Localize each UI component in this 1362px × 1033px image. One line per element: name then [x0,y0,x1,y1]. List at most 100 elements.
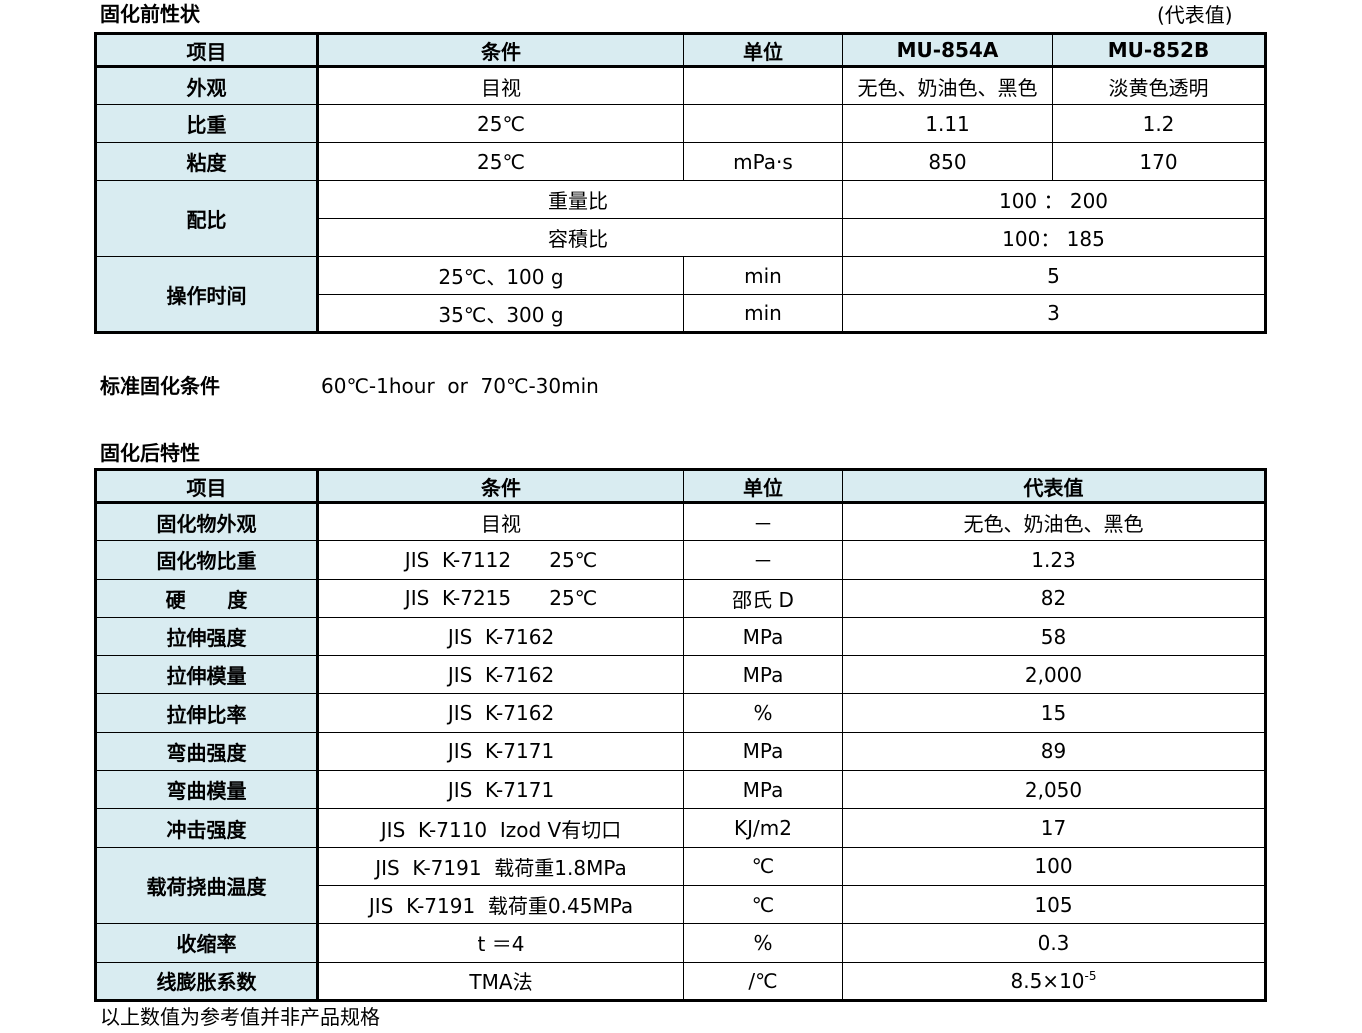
condition-cell: JIS K-7110 Izod V有切口 [317,808,684,848]
table-row: 外观 目视 无色、奶油色、黑色 淡黄色透明 [95,66,1266,105]
condition-cell: t ＝4 [317,923,684,963]
row-label: 粘度 [95,142,319,181]
value-cell: 58 [842,616,1266,657]
table-row: 收缩率 t ＝4 % 0.3 [95,923,1266,963]
unit-cell: ℃ [683,884,843,925]
unit-cell: % [683,923,843,963]
row-label: 收缩率 [95,923,319,963]
condition-cell: 25℃ [317,104,684,143]
value-cell: 1.23 [842,540,1266,580]
value-cell: 5 [842,256,1266,295]
row-label: 载荷挠曲温度 [95,846,319,925]
after-cure-table: 项目 条件 单位 代表值 固化物外观 目视 － 无色、奶油色、黑色 固化物比重 … [94,468,1267,1002]
value-cell: 82 [842,578,1266,618]
value-a-cell: 无色、奶油色、黑色 [842,66,1053,105]
header-unit: 单位 [683,33,843,68]
unit-cell: － [683,501,843,542]
table-row: 比重 25℃ 1.11 1.2 [95,104,1266,143]
table-row: 粘度 25℃ mPa·s 850 170 [95,142,1266,181]
value-a-cell: 850 [842,142,1053,181]
mix-volume-value: 100： 185 [842,218,1266,257]
condition-cell: JIS K-7112 25℃ [317,540,684,580]
table-row: 拉伸模量 JIS K-7162 MPa 2,000 [95,655,1266,695]
table-row: 拉伸比率 JIS K-7162 % 15 [95,693,1266,733]
value-b-cell: 170 [1052,142,1266,181]
condition-cell: 目视 [317,501,684,542]
mix-weight-value: 100 ： 200 [842,180,1266,219]
cure-condition-label: 标准固化条件 [100,374,220,398]
mix-weight-label: 重量比 [317,180,843,219]
table-row: 弯曲模量 JIS K-7171 MPa 2,050 [95,770,1266,810]
unit-cell: min [683,256,843,295]
header-condition: 条件 [317,469,684,504]
value-cell: 3 [842,294,1266,333]
after-cure-title: 固化后特性 [100,441,200,465]
value-cell: 0.3 [842,923,1266,963]
value-cell: 89 [842,731,1266,772]
cte-value-exponent: -5 [1084,968,1097,983]
unit-cell: % [683,693,843,733]
header-unit: 单位 [683,469,843,504]
condition-cell: JIS K-7191 载荷重1.8MPa [317,846,684,886]
unit-cell: ℃ [683,846,843,886]
value-cell: 2,000 [842,655,1266,695]
unit-cell: MPa [683,731,843,772]
value-cell: 无色、奶油色、黑色 [842,501,1266,542]
header-value: 代表值 [842,469,1266,504]
row-label: 拉伸模量 [95,655,319,695]
footnote: 以上数值为参考值并非产品规格 [100,1005,380,1029]
condition-cell: 目视 [317,66,684,105]
representative-note: (代表值) [1157,3,1233,27]
condition-cell: JIS K-7162 [317,616,684,657]
value-cell: 2,050 [842,770,1266,810]
table-row: 载荷挠曲温度 JIS K-7191 载荷重1.8MPa ℃ 100 [95,846,1266,925]
before-cure-table: 项目 条件 单位 MU-854A MU-852B 外观 目视 无色、奶油色、黑色… [94,32,1267,334]
table-row: 操作时间 25℃、100 g min 5 [95,256,1266,333]
unit-cell [683,66,843,105]
value-b-cell: 淡黄色透明 [1052,66,1266,105]
value-cell: 105 [842,884,1266,925]
row-label: 操作时间 [95,256,319,333]
unit-cell: － [683,540,843,580]
table-row: 拉伸强度 JIS K-7162 MPa 58 [95,616,1266,657]
unit-cell: /℃ [683,961,843,1001]
condition-cell: JIS K-7215 25℃ [317,578,684,618]
unit-cell: MPa [683,770,843,810]
table-row: 固化物比重 JIS K-7112 25℃ － 1.23 [95,540,1266,580]
unit-cell: mPa·s [683,142,843,181]
table-row: 35℃、300 g min 3 [96,294,1266,333]
unit-cell: MPa [683,655,843,695]
value-cell: 15 [842,693,1266,733]
table-row: 固化物外观 目视 － 无色、奶油色、黑色 [95,501,1266,542]
row-label: 线膨胀系数 [95,961,319,1001]
header-mu852b: MU-852B [1052,33,1266,68]
unit-cell [683,104,843,143]
cte-value-base: 8.5×10 [1010,968,1085,993]
cure-condition-value: 60℃-1hour or 70℃-30min [321,374,599,398]
table-row: 线膨胀系数 TMA法 /℃ 8.5×10-5 [95,961,1266,1001]
table-header-row: 项目 条件 单位 代表值 [95,469,1266,504]
row-label: 固化物比重 [95,540,319,580]
condition-cell: 25℃、100 g [317,256,684,295]
header-condition: 条件 [317,33,684,68]
row-label: 冲击强度 [95,808,319,848]
row-label: 外观 [95,66,319,105]
row-label: 弯曲强度 [95,731,319,772]
row-label: 拉伸比率 [95,693,319,733]
header-mu854a: MU-854A [842,33,1053,68]
row-label: 比重 [95,104,319,143]
condition-cell: JIS K-7191 载荷重0.45MPa [317,884,684,925]
unit-cell: MPa [683,616,843,657]
table-row: 配比 重量比 100 ： 200 [95,180,1266,257]
row-label: 硬 度 [95,578,319,618]
mix-volume-label: 容積比 [317,218,843,257]
value-cell: 8.5×10-5 [842,961,1266,1001]
row-label: 固化物外观 [95,501,319,542]
condition-cell: TMA法 [317,961,684,1001]
condition-cell: 35℃、300 g [317,294,684,333]
value-cell: 100 [842,846,1266,886]
table-row: 容積比 100： 185 [96,218,1266,257]
unit-cell: 邵氏 D [683,578,843,618]
condition-cell: JIS K-7171 [317,770,684,810]
condition-cell: JIS K-7171 [317,731,684,772]
